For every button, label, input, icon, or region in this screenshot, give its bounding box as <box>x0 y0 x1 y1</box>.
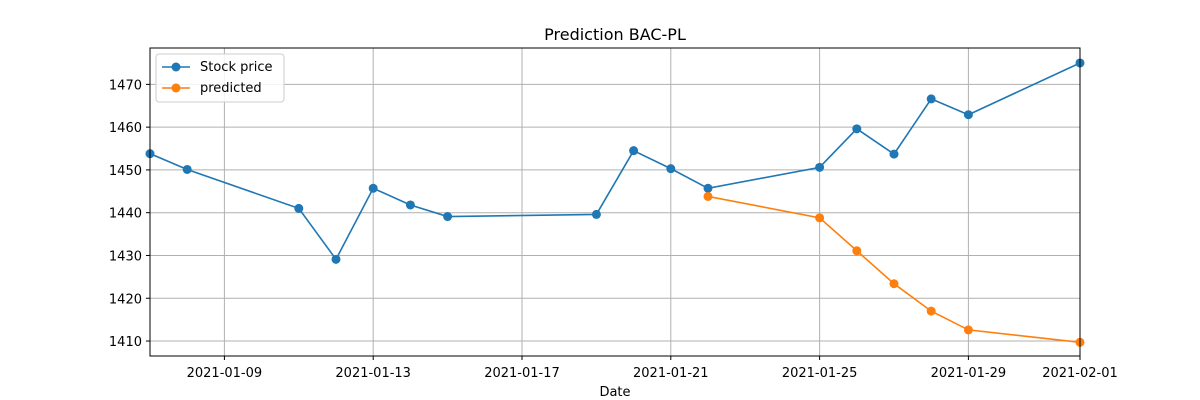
x-tick-label: 2021-01-29 <box>931 366 1007 381</box>
legend-marker-predicted <box>171 83 181 93</box>
data-point-predicted <box>963 325 973 335</box>
legend-label-predicted: predicted <box>200 81 262 96</box>
legend: Stock price predicted <box>155 53 285 103</box>
plot-area <box>150 48 1080 356</box>
x-tick-label: 2021-01-13 <box>335 366 411 381</box>
y-tick-label: 1470 <box>109 78 142 93</box>
data-point-stock-price <box>852 124 862 134</box>
data-point-predicted <box>852 246 862 256</box>
legend-box <box>155 53 285 103</box>
y-tick-label: 1460 <box>109 121 142 136</box>
y-axis: 1410 1420 1430 1440 1450 1460 1470 <box>109 78 150 350</box>
series-layer <box>145 58 1085 347</box>
data-point-predicted <box>815 213 825 223</box>
y-tick-label: 1430 <box>109 249 142 264</box>
data-point-stock-price <box>331 254 341 264</box>
legend-marker-stock-price <box>171 62 181 72</box>
x-tick-label: 2021-01-21 <box>633 366 709 381</box>
data-point-stock-price <box>405 200 415 210</box>
chart-title: Prediction BAC-PL <box>544 25 686 44</box>
data-point-stock-price <box>815 162 825 172</box>
y-tick-label: 1450 <box>109 164 142 179</box>
data-point-stock-price <box>443 212 453 222</box>
x-axis-title: Date <box>599 385 630 400</box>
x-tick-label: 2021-01-09 <box>187 366 263 381</box>
data-point-stock-price <box>629 146 639 156</box>
plot-frame <box>149 47 1081 357</box>
x-tick-label: 2021-02-01 <box>1042 366 1118 381</box>
x-tick-label: 2021-01-17 <box>484 366 560 381</box>
y-tick-label: 1410 <box>109 335 142 350</box>
data-point-stock-price <box>963 110 973 120</box>
y-tick-label: 1440 <box>109 207 142 222</box>
data-point-stock-price <box>294 203 304 213</box>
data-point-stock-price <box>666 164 676 174</box>
x-axis: 2021-01-09 2021-01-13 2021-01-17 2021-01-21… <box>187 356 1118 381</box>
data-point-predicted <box>703 191 713 201</box>
data-point-stock-price <box>182 164 192 174</box>
data-point-predicted <box>926 306 936 316</box>
legend-label-stock-price: Stock price <box>200 60 272 75</box>
grid <box>150 48 1081 356</box>
data-point-stock-price <box>703 183 713 193</box>
data-point-stock-price <box>926 94 936 104</box>
data-point-stock-price <box>368 183 378 193</box>
x-tick-label: 2021-01-25 <box>782 366 858 381</box>
y-tick-label: 1420 <box>109 292 142 307</box>
data-point-stock-price <box>591 209 601 219</box>
data-point-predicted <box>889 279 899 289</box>
data-point-stock-price <box>889 149 899 159</box>
